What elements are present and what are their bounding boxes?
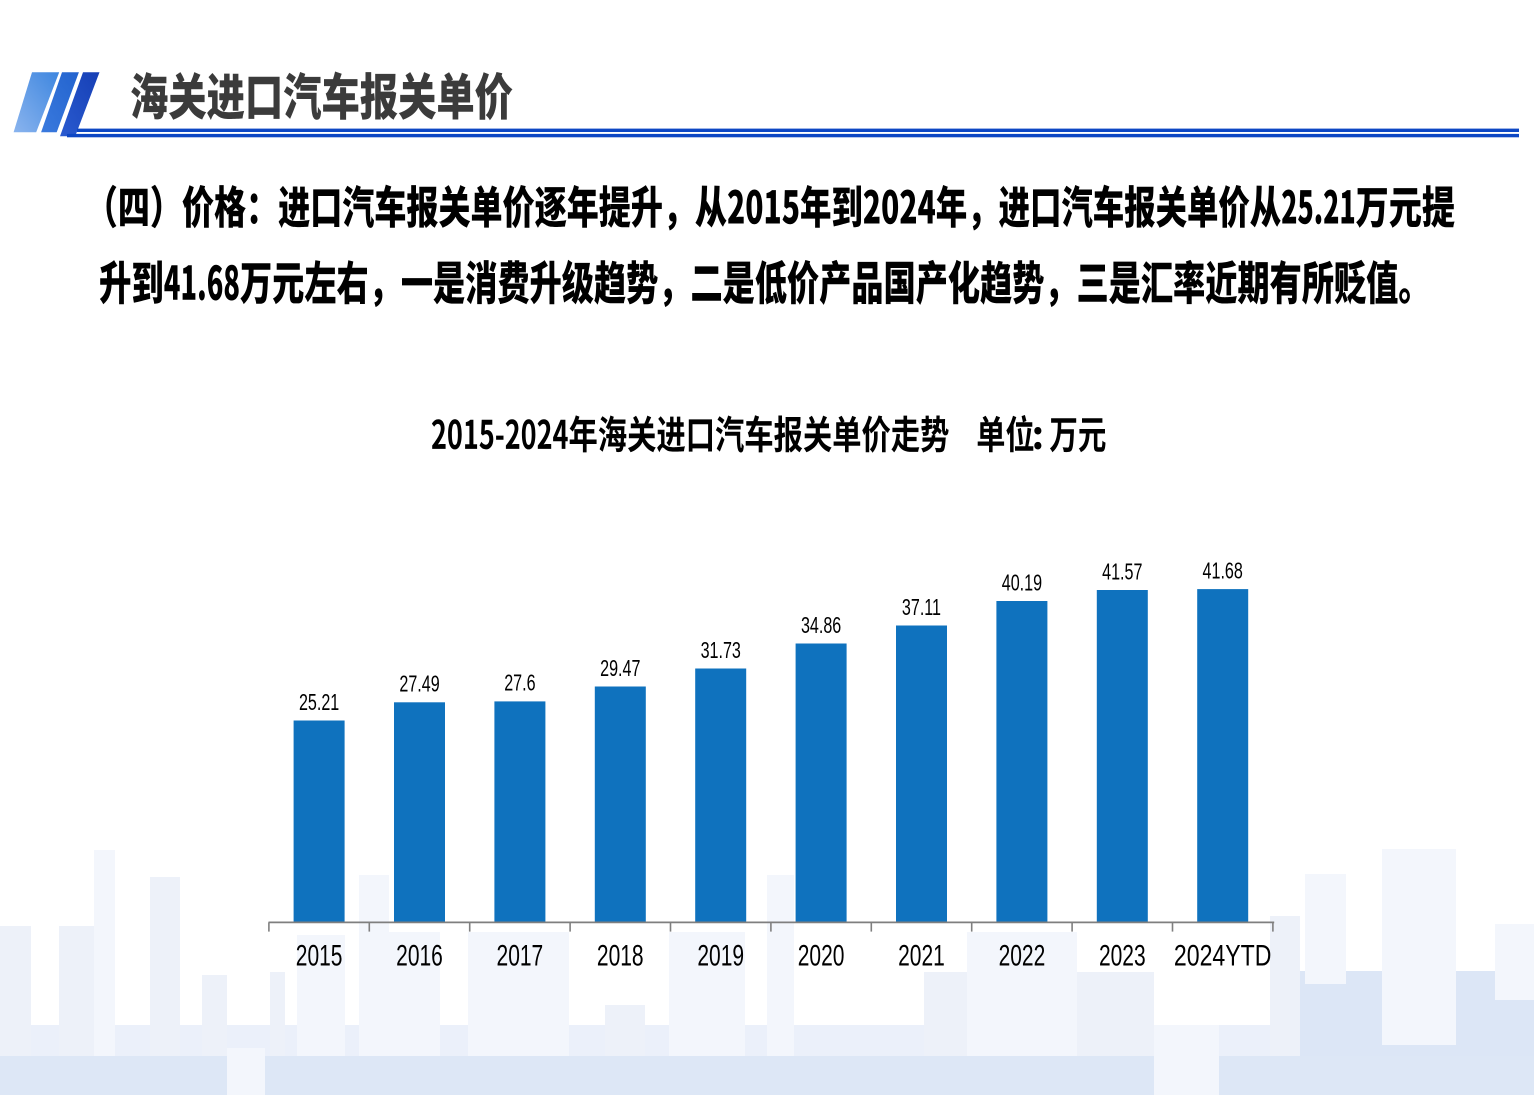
svg-text:27.6: 27.6 bbox=[504, 671, 535, 696]
svg-text:29.47: 29.47 bbox=[600, 656, 640, 681]
svg-text:34.86: 34.86 bbox=[801, 613, 841, 638]
svg-text:27.49: 27.49 bbox=[399, 672, 439, 697]
svg-text:31.73: 31.73 bbox=[701, 638, 741, 663]
svg-text:2022: 2022 bbox=[999, 940, 1046, 972]
svg-text:2021: 2021 bbox=[898, 940, 945, 972]
svg-text:41.68: 41.68 bbox=[1203, 559, 1243, 584]
svg-text:2016: 2016 bbox=[396, 940, 443, 972]
svg-text:2019: 2019 bbox=[697, 940, 744, 972]
svg-text:25.21: 25.21 bbox=[299, 690, 339, 715]
svg-text:2023: 2023 bbox=[1099, 940, 1146, 972]
svg-text:40.19: 40.19 bbox=[1002, 571, 1042, 596]
svg-text:37.11: 37.11 bbox=[902, 595, 941, 620]
svg-text:2015: 2015 bbox=[296, 940, 343, 972]
svg-text:2018: 2018 bbox=[597, 940, 644, 972]
svg-text:41.57: 41.57 bbox=[1102, 560, 1142, 585]
svg-text:2020: 2020 bbox=[798, 940, 845, 972]
svg-text:2024YTD: 2024YTD bbox=[1174, 939, 1272, 973]
svg-text:2017: 2017 bbox=[497, 940, 544, 972]
